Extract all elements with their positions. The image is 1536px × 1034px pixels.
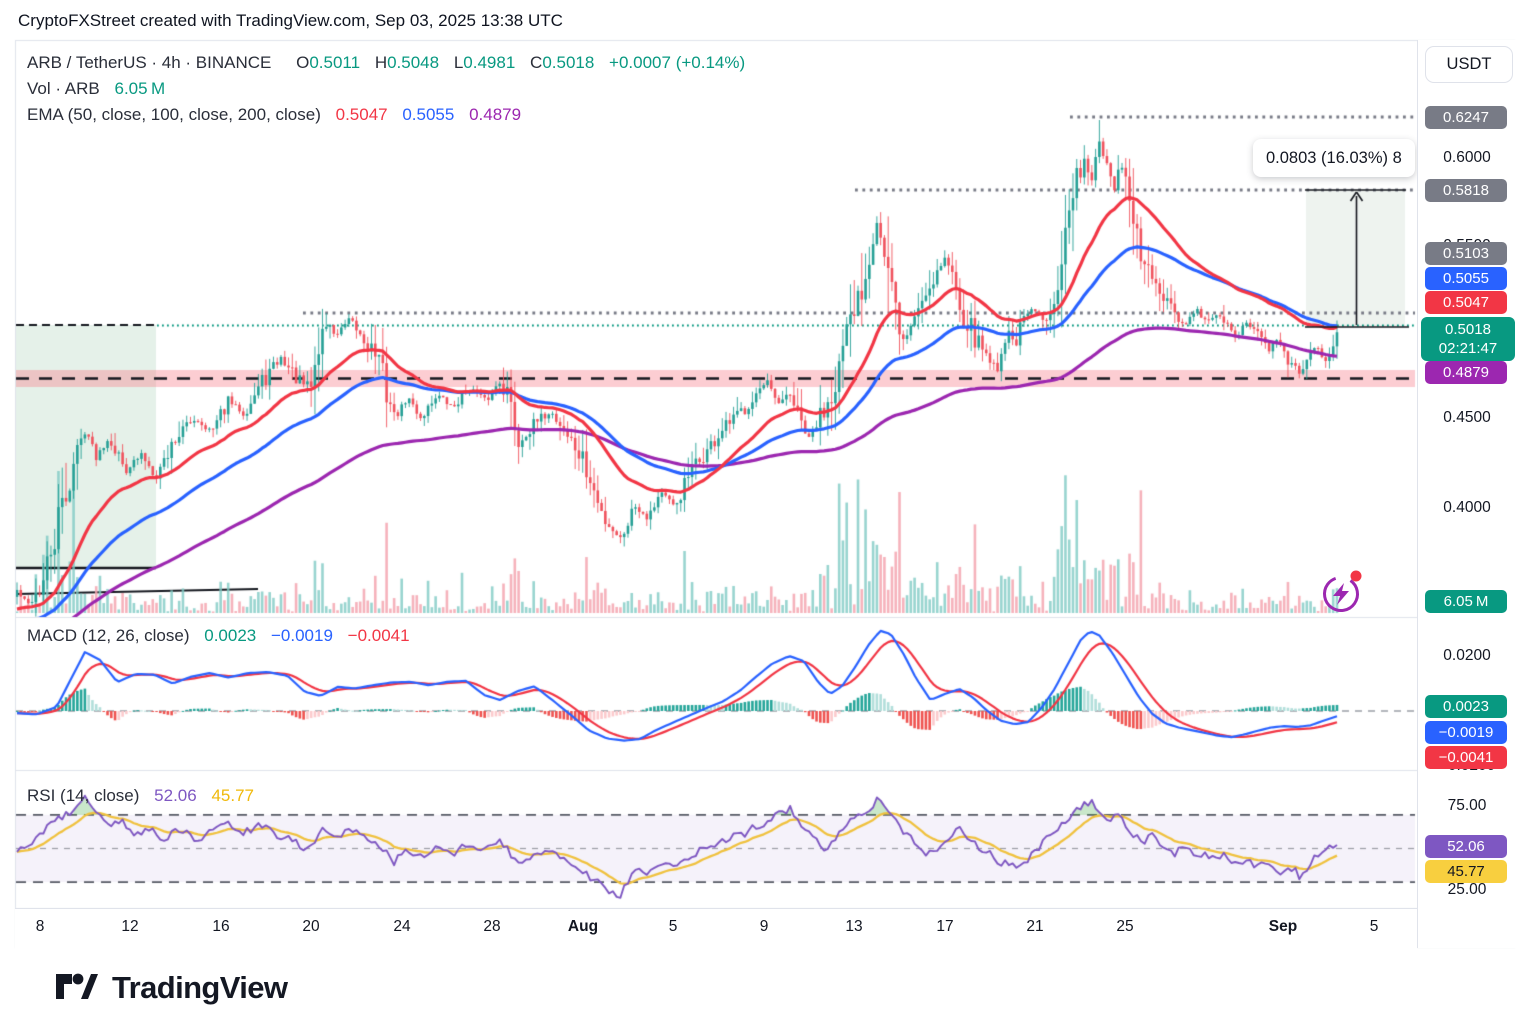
rsi-label[interactable]: RSI (14, close)	[27, 786, 140, 805]
tradingview-logo-text: TradingView	[112, 970, 288, 1005]
price-axis-badge: 52.06	[1425, 834, 1507, 858]
price-axis-label: 0.4500	[1443, 409, 1491, 426]
macd-hist-value: 0.0023	[204, 626, 257, 645]
price-axis-badge: −0.0041	[1425, 745, 1507, 769]
price-axis-label: 0.0200	[1443, 647, 1491, 664]
price-axis-label: 75.00	[1447, 797, 1487, 814]
time-axis-tick: 28	[483, 918, 501, 935]
time-axis-tick: 17	[936, 918, 954, 935]
open-label: O	[296, 53, 310, 72]
rsi-value: 52.06	[154, 786, 197, 805]
volume-label[interactable]: Vol · ARB	[27, 79, 100, 98]
price-axis-badge: 0.5047	[1425, 290, 1507, 314]
price-axis-badge: −0.0019	[1425, 720, 1507, 744]
volume-value: 6.05 M	[114, 79, 166, 98]
price-axis[interactable]: USDT 0.60000.55000.45000.40000.35000.020…	[1417, 40, 1516, 948]
close-label: C	[530, 53, 543, 72]
time-axis[interactable]: 8 12 16 20 24 28 Aug 5 9 13 17 21 25 Sep 5	[15, 908, 1417, 949]
time-axis-tick: 5	[668, 918, 678, 935]
ema100-value: 0.5055	[402, 105, 455, 124]
high-value: 0.5048	[387, 53, 440, 72]
price-axis-badge: 0.0023	[1425, 694, 1507, 718]
chart-legend: ARB / TetherUS · 4h · BINANCE O0.5011 H0…	[27, 50, 745, 128]
flash-ideas-button[interactable]	[1318, 568, 1366, 614]
measure-tooltip: 0.0803 (16.03%) 8	[1253, 139, 1415, 177]
symbol-title[interactable]: ARB / TetherUS · 4h · BINANCE	[27, 53, 272, 72]
open-value: 0.5011	[309, 53, 361, 72]
change-value: +0.0007 (+0.14%)	[609, 53, 746, 72]
time-axis-tick: 21	[1026, 918, 1044, 935]
price-axis-label: 0.6000	[1443, 149, 1491, 166]
time-axis-tick: 20	[302, 918, 320, 935]
price-axis-badge: 0.4879	[1425, 360, 1507, 384]
ema-label[interactable]: EMA (50, close, 100, close, 200, close)	[27, 105, 321, 124]
macd-signal-value: −0.0041	[347, 626, 410, 645]
time-axis-tick: Aug	[567, 918, 599, 935]
watermark-annotation: CryptoFXStreet created with TradingView.…	[18, 11, 563, 30]
time-axis-tick: 13	[845, 918, 863, 935]
ema-status-line: EMA (50, close, 100, close, 200, close) …	[27, 102, 745, 127]
price-axis-badge: 0.5018 02:21:47	[1421, 317, 1515, 361]
time-axis-tick: Sep	[1268, 918, 1298, 935]
ema200-value: 0.4879	[469, 105, 522, 124]
currency-toggle-button[interactable]: USDT	[1425, 46, 1513, 83]
macd-label[interactable]: MACD (12, 26, close)	[27, 626, 190, 645]
time-axis-tick: 25	[1116, 918, 1134, 935]
time-axis-tick: 12	[121, 918, 139, 935]
rsi-status-line: RSI (14, close) 52.06 45.77	[27, 786, 254, 806]
lightning-icon	[1323, 570, 1362, 612]
time-axis-tick: 8	[35, 918, 45, 935]
time-axis-tick: 5	[1369, 918, 1379, 935]
close-value: 0.5018	[542, 53, 595, 72]
macd-line-value: −0.0019	[270, 626, 333, 645]
symbol-status-line: ARB / TetherUS · 4h · BINANCE O0.5011 H0…	[27, 50, 745, 75]
time-axis-tick: 9	[759, 918, 769, 935]
tradingview-logo-icon	[56, 973, 98, 999]
price-axis-badge: 45.77	[1425, 859, 1507, 883]
price-axis-label: 0.4000	[1443, 499, 1491, 516]
price-axis-badge: 0.5103	[1425, 241, 1507, 265]
time-axis-tick: 16	[212, 918, 230, 935]
macd-status-line: MACD (12, 26, close) 0.0023 −0.0019 −0.0…	[27, 626, 410, 646]
price-axis-badge: 0.5055	[1425, 266, 1507, 290]
ema50-value: 0.5047	[335, 105, 388, 124]
price-axis-badge: 0.5818	[1425, 178, 1507, 202]
price-axis-badge: 6.05 M	[1425, 589, 1507, 613]
time-axis-tick: 24	[393, 918, 411, 935]
volume-status-line: Vol · ARB 6.05 M	[27, 76, 745, 101]
price-axis-label: 25.00	[1447, 881, 1487, 898]
high-label: H	[374, 53, 388, 72]
price-axis-badge: 0.6247	[1425, 105, 1507, 129]
low-value: 0.4981	[463, 53, 516, 72]
low-label: L	[453, 53, 464, 72]
tradingview-logo[interactable]: TradingView	[55, 970, 288, 1006]
rsi-ma-value: 45.77	[211, 786, 254, 805]
